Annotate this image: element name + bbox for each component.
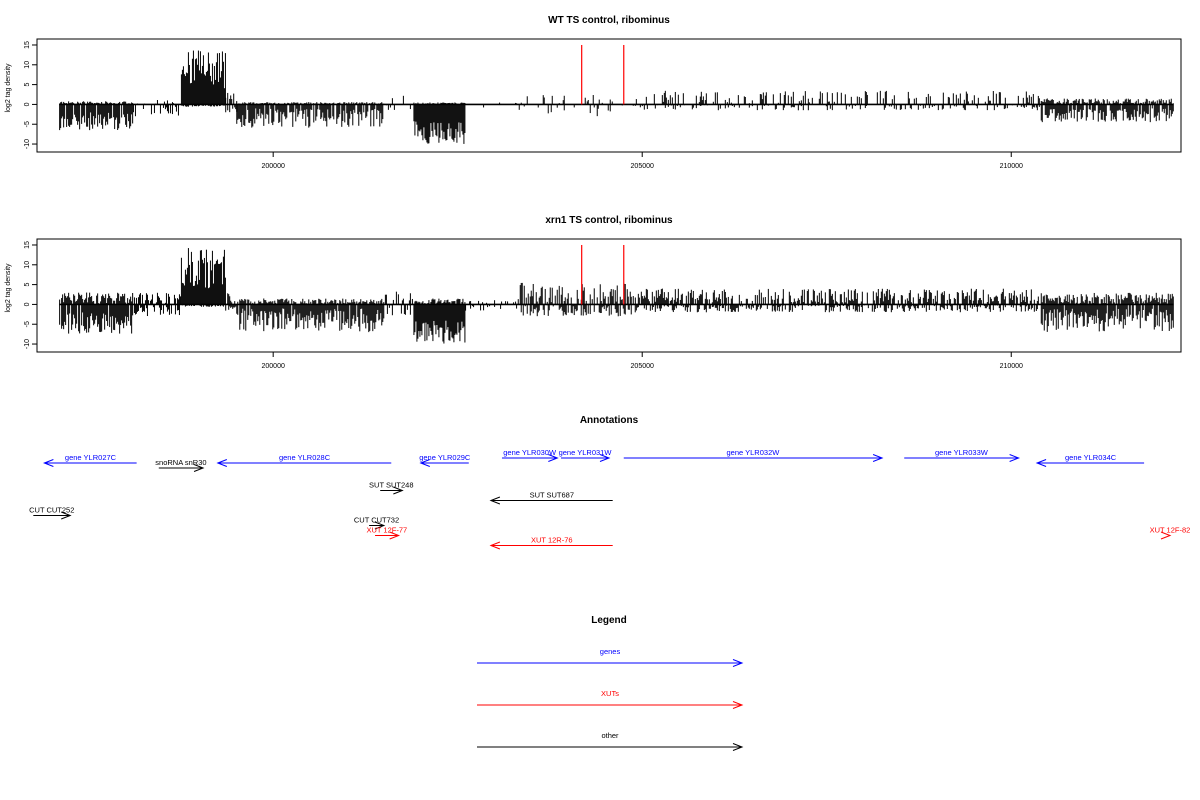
annotation-feature: XUT 12F-77 [366, 526, 407, 540]
feature-label: XUT 12R-76 [531, 536, 573, 545]
annotation-feature: gene YLR027C [43, 453, 137, 467]
feature-label: gene YLR029C [419, 453, 471, 462]
legend-panel: Legend genes XUTs other [477, 615, 744, 751]
arrow-head [872, 454, 884, 462]
xrn1-markers [581, 244, 625, 305]
arrow-head [216, 459, 228, 467]
feature-label: gene YLR031W [559, 448, 613, 457]
feature-label: CUT CUT732 [354, 516, 399, 525]
y-tick-label: 10 [24, 261, 31, 269]
legend-title: Legend [591, 615, 627, 626]
arrow-head [1035, 459, 1047, 467]
annotation-features: gene YLR027C snoRNA snR30 gene YLR028C gene… [29, 448, 1191, 550]
arrow-head [374, 521, 386, 530]
arrow-head [1009, 454, 1021, 462]
annotation-feature: CUT CUT732 [354, 516, 399, 530]
feature-label: snoRNA snR30 [155, 458, 206, 467]
x-tick-label: 205000 [631, 163, 654, 170]
annotation-feature: gene YLR031W [559, 448, 613, 462]
arrow-head [489, 541, 501, 550]
wt-plot-frame [36, 38, 1182, 153]
arrow-head [548, 454, 559, 462]
x-tick-label: 205000 [631, 363, 654, 370]
x-tick-label: 210000 [1000, 363, 1023, 370]
legend-items: genes XUTs other [477, 647, 744, 751]
legend-label: XUTs [601, 689, 619, 698]
annotation-feature: XUT 12R-76 [489, 536, 613, 550]
arrow-head [732, 659, 744, 667]
arrow-head [732, 701, 744, 709]
feature-label: CUT CUT252 [29, 506, 74, 515]
feature-label: gene YLR027C [65, 453, 117, 462]
wt-y-axis: 15 10 5 0 -5 -10 [24, 41, 37, 149]
feature-label: gene YLR034C [1065, 453, 1117, 462]
wt-x-axis: 200000 205000 210000 [262, 152, 1023, 170]
xrn1-y-axis: 15 10 5 0 -5 -10 [24, 241, 37, 349]
annotation-feature: SUT SUT248 [369, 481, 414, 495]
wt-track-title: WT TS control, ribominus [548, 15, 670, 26]
arrow-head [599, 454, 611, 462]
annotations-title: Annotations [580, 415, 639, 426]
y-tick-label: 15 [24, 41, 31, 49]
wt-density-bars [59, 50, 1174, 144]
legend-label: genes [600, 647, 621, 656]
annotation-feature: gene YLR028C [216, 453, 392, 467]
xrn1-track-panel: xrn1 TS control, ribominus log2 tag dens… [5, 215, 1182, 370]
annotation-feature: gene YLR029C [419, 453, 471, 467]
arrow-head [389, 531, 401, 540]
y-tick-label: 5 [24, 83, 31, 87]
y-tick-label: -10 [24, 139, 31, 149]
arrow-head [1160, 531, 1172, 540]
annotation-feature: gene YLR030W [501, 448, 559, 462]
annotation-feature: gene YLR034C [1035, 453, 1145, 467]
arrow-head [419, 459, 430, 467]
wt-y-axis-label: log2 tag density [5, 63, 12, 113]
xrn1-x-axis: 200000 205000 210000 [262, 352, 1023, 370]
annotation-feature: XUT 12F-82 [1150, 526, 1191, 540]
feature-label: XUT 12F-82 [1150, 526, 1191, 535]
feature-label: gene YLR032W [727, 448, 781, 457]
y-tick-label: 0 [24, 102, 31, 106]
arrow-head [732, 743, 744, 751]
arrow-head [43, 459, 54, 467]
x-tick-label: 210000 [1000, 163, 1023, 170]
xrn1-track-title: xrn1 TS control, ribominus [545, 215, 673, 226]
xrn1-y-axis-label: log2 tag density [5, 263, 12, 313]
annotation-feature: gene YLR032W [623, 448, 884, 462]
xrn1-density-bars [59, 248, 1174, 344]
arrow-head [61, 511, 72, 520]
x-tick-label: 200000 [262, 363, 285, 370]
wt-markers [581, 44, 625, 105]
feature-label: gene YLR033W [935, 448, 989, 457]
y-tick-label: 15 [24, 241, 31, 249]
annotation-feature: snoRNA snR30 [155, 458, 207, 472]
x-tick-label: 200000 [262, 163, 285, 170]
wt-track-panel: WT TS control, ribominus log2 tag densit… [5, 15, 1182, 170]
y-tick-label: 0 [24, 302, 31, 306]
y-tick-label: -5 [24, 121, 31, 127]
y-tick-label: -10 [24, 339, 31, 349]
legend-label: other [601, 731, 619, 740]
legend-item: XUTs [477, 689, 744, 709]
arrow-head [193, 464, 205, 472]
annotation-feature: SUT SUT687 [489, 491, 613, 505]
legend-item: genes [477, 647, 744, 667]
legend-item: other [477, 731, 744, 751]
arrow-head [489, 496, 501, 505]
y-tick-label: 5 [24, 283, 31, 287]
y-tick-label: -5 [24, 321, 31, 327]
xrn1-plot-frame [36, 238, 1182, 353]
feature-label: SUT SUT687 [530, 491, 574, 500]
feature-label: gene YLR030W [503, 448, 557, 457]
feature-label: SUT SUT248 [369, 481, 413, 490]
arrow-head [393, 486, 404, 495]
feature-label: gene YLR028C [279, 453, 331, 462]
feature-label: XUT 12F-77 [366, 526, 407, 535]
annotation-feature: CUT CUT252 [29, 506, 74, 520]
annotation-feature: gene YLR033W [904, 448, 1021, 462]
y-tick-label: 10 [24, 61, 31, 69]
